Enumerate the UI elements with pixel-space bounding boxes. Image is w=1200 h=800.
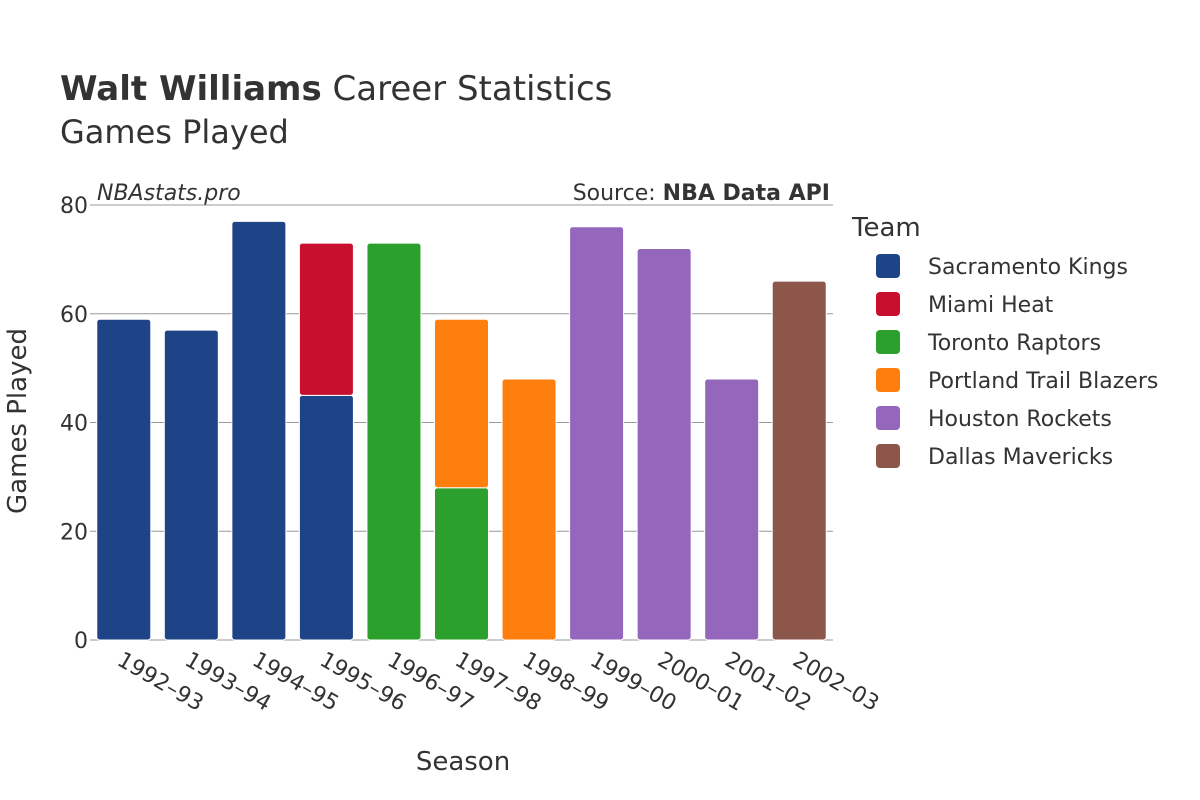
y-tick-label: 60 [60,303,88,328]
bar-segment [434,487,489,641]
bars [96,220,827,641]
source-credit: Source: NBA Data API [573,181,830,206]
legend-swatch [876,254,900,278]
legend-swatch [876,292,900,316]
bar-segment [569,226,625,641]
legend-swatch [876,368,900,392]
bar-segment [434,318,489,489]
bar-segment [704,378,760,641]
bar-segment [501,378,557,641]
bar-segment [366,242,422,641]
legend-swatch [876,444,900,468]
legend-label: Houston Rockets [928,407,1112,432]
legend-label: Miami Heat [928,293,1054,318]
y-tick-label: 0 [74,629,88,654]
bar-segment [231,220,287,641]
bar-segment [163,329,219,641]
legend-label: Toronto Raptors [927,331,1101,356]
chart-subtitle: Games Played [60,113,289,151]
legend-label: Portland Trail Blazers [928,369,1158,394]
chart-title: Walt Williams Career Statistics [60,69,612,109]
y-tick-label: 20 [60,520,88,545]
legend-label: Sacramento Kings [928,255,1128,280]
y-tick-label: 80 [60,194,88,219]
y-axis-title: Games Played [3,328,33,514]
bar-segment [298,394,354,641]
legend: Sacramento Kings Miami Heat Toronto Raptor… [876,254,1158,470]
bar-segment [636,248,692,641]
chart-title-rest: Career Statistics [322,69,613,109]
source-name: NBA Data API [663,181,830,206]
y-axis-ticks: 0 20 40 60 80 [60,194,88,654]
legend-swatch [876,406,900,430]
source-prefix: Source: [573,181,663,206]
chart-title-player: Walt Williams [60,69,322,109]
x-axis-ticks: 1992–931993–941994–951995–961996–971997–… [113,648,883,717]
legend-swatch [876,330,900,354]
legend-label: Dallas Mavericks [928,445,1113,470]
bar-segment [96,318,152,641]
bar-segment [298,242,354,396]
y-tick-label: 40 [60,412,88,437]
watermark-site: NBAstats.pro [97,181,241,206]
bar-segment [771,280,827,641]
legend-title: Team [851,213,921,243]
x-axis-title: Season [416,747,510,777]
